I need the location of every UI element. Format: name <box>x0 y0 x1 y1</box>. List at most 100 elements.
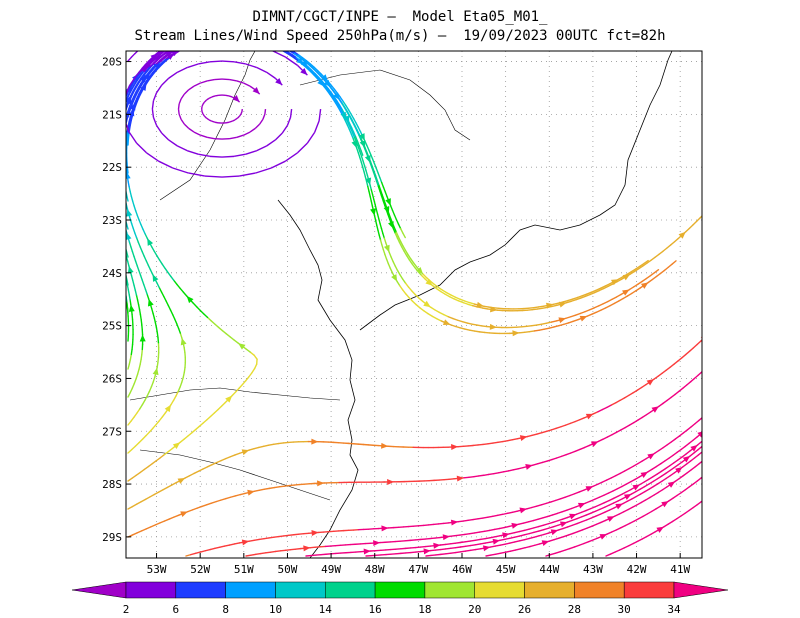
streamline-arrow <box>196 33 204 41</box>
streamline-segment <box>279 549 287 552</box>
streamline-segment <box>140 84 145 91</box>
streamline-segment <box>405 254 411 261</box>
streamline-segment <box>116 203 117 208</box>
streamline-arrow <box>569 513 577 520</box>
streamline-segment <box>622 295 629 300</box>
streamline-segment <box>281 45 285 47</box>
streamline-segment <box>553 537 560 541</box>
streamline-segment <box>153 491 160 496</box>
streamline-segment <box>126 251 129 258</box>
streamline-segment <box>639 481 646 486</box>
streamline-segment <box>159 520 166 524</box>
streamline-arrow <box>714 484 723 493</box>
streamline-segment <box>682 429 689 434</box>
streamline-segment <box>190 32 195 34</box>
streamline-arrow <box>585 413 594 420</box>
streamline-segment <box>183 346 186 354</box>
streamline-segment <box>713 429 717 432</box>
streamline-segment <box>383 198 387 205</box>
streamline-arrow <box>646 379 655 386</box>
streamline-segment <box>131 250 135 258</box>
streamline-segment <box>639 485 646 490</box>
streamline-segment <box>118 241 119 246</box>
streamline-segment <box>342 100 347 107</box>
streamline-segment <box>152 423 157 430</box>
streamline-segment <box>693 454 700 459</box>
streamline-segment <box>122 260 123 265</box>
streamline-segment <box>647 476 654 481</box>
streamline-segment <box>694 419 700 425</box>
streamline-segment <box>538 328 545 331</box>
streamline-segment <box>351 132 356 139</box>
vortex-segment <box>281 125 288 134</box>
lon-label: 41W <box>670 563 690 576</box>
streamline-segment <box>183 46 187 48</box>
streamline-segment <box>141 434 147 440</box>
streamline-segment <box>394 232 399 239</box>
streamline-segment <box>117 123 118 128</box>
streamline-segment <box>455 551 462 554</box>
streamline-segment <box>667 520 674 525</box>
streamline-segment <box>251 367 256 374</box>
streamline-segment <box>162 57 168 63</box>
streamline-segment <box>479 537 486 541</box>
streamline-segment <box>137 241 141 248</box>
streamline-arrow <box>610 279 619 286</box>
streamline-segment <box>131 532 138 536</box>
streamline-segment <box>241 37 246 38</box>
streamline-segment <box>391 222 396 229</box>
streamline-segment <box>492 441 499 444</box>
streamline-segment <box>210 320 216 325</box>
streamline-segment <box>577 529 584 533</box>
vortex-segment <box>168 139 178 147</box>
streamline-arrow <box>186 30 195 38</box>
streamline-segment <box>349 115 354 122</box>
streamline-segment <box>170 275 175 282</box>
streamline-segment <box>513 535 521 538</box>
streamline-segment <box>573 544 580 548</box>
streamline-segment <box>176 46 180 49</box>
streamline-segment <box>532 518 539 522</box>
streamline-segment <box>184 475 191 479</box>
streamline-segment <box>177 42 181 44</box>
streamline-segment <box>123 218 124 223</box>
streamline-segment <box>336 92 342 98</box>
streamline-segment <box>260 40 265 42</box>
streamline-segment <box>115 203 116 208</box>
streamline-segment <box>626 292 633 297</box>
streamline-segment <box>360 149 364 156</box>
streamline-segment <box>399 240 404 247</box>
streamline-segment <box>628 392 634 397</box>
streamline-segment <box>171 313 176 320</box>
streamline-segment <box>258 537 265 541</box>
streamline-segment <box>138 438 144 444</box>
streamline-segment <box>584 444 591 449</box>
streamline-arrow <box>351 140 358 149</box>
streamline-segment <box>120 251 121 256</box>
streamline-segment <box>151 70 157 76</box>
streamline-segment <box>674 390 680 396</box>
streamline-segment <box>316 71 322 77</box>
streamline-segment <box>610 474 617 479</box>
streamline-segment <box>176 47 180 50</box>
streamline-segment <box>166 44 170 47</box>
vortex-segment <box>274 132 283 141</box>
streamline-segment <box>214 323 220 329</box>
streamline-segment <box>591 523 598 527</box>
streamline-segment <box>698 460 702 465</box>
streamline-segment <box>194 31 199 33</box>
streamline-segment <box>158 61 164 67</box>
streamline-segment <box>648 480 654 485</box>
streamline-segment <box>251 38 256 39</box>
streamline-segment <box>248 539 255 542</box>
streamline-segment <box>689 377 696 383</box>
streamline-segment <box>676 515 682 520</box>
streamline-segment <box>509 541 516 544</box>
streamline-segment <box>493 527 501 531</box>
vortex-segment <box>314 120 320 133</box>
streamline-segment <box>369 162 373 169</box>
lat-label: 28S <box>102 478 122 491</box>
streamline-segment <box>272 42 277 44</box>
streamline-segment <box>705 496 709 499</box>
streamline-segment <box>136 72 141 78</box>
